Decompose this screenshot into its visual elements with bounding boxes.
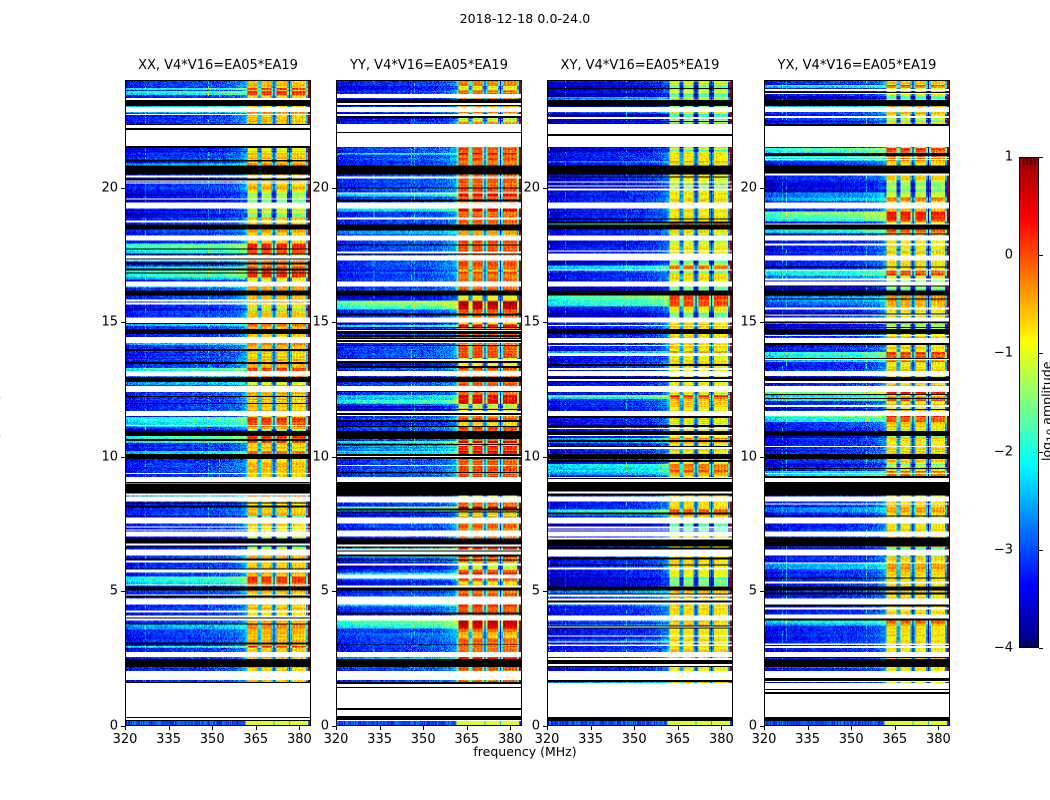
y-tick-label: 15 — [740, 315, 757, 330]
y-tick-label: 0 — [749, 719, 757, 734]
colorbar-tick-label: −4 — [994, 641, 1013, 656]
y-tick — [543, 726, 547, 727]
y-tick — [332, 188, 336, 189]
colorbar-tick — [1039, 648, 1043, 649]
x-tick — [467, 726, 468, 730]
colorbar-gradient — [1019, 157, 1039, 648]
y-tick — [332, 726, 336, 727]
x-tick — [212, 726, 213, 730]
panel-title-yy: YY, V4*V16=EA05*EA19 — [350, 58, 508, 73]
x-tick — [591, 726, 592, 730]
waterfall-image-yy — [337, 81, 521, 725]
x-tick — [808, 726, 809, 730]
y-tick — [121, 457, 125, 458]
y-tick-label: 15 — [312, 315, 329, 330]
y-tick — [760, 591, 764, 592]
y-tick-label: 0 — [110, 719, 118, 734]
axes-xy[interactable] — [547, 80, 733, 726]
x-tick — [169, 726, 170, 730]
colorbar-tick-label: −1 — [994, 346, 1013, 361]
panel-yy: YY, V4*V16=EA05*EA19 320 335 350 365 380 0 5 10… — [336, 80, 522, 726]
waterfall-image-xx — [126, 81, 310, 725]
y-tick — [760, 457, 764, 458]
y-tick-label: 20 — [101, 180, 118, 195]
y-tick-label: 10 — [101, 449, 118, 464]
x-tick — [299, 726, 300, 730]
x-tick — [256, 726, 257, 730]
y-tick-label: 5 — [749, 584, 757, 599]
x-tick — [423, 726, 424, 730]
y-tick — [332, 591, 336, 592]
x-tick — [678, 726, 679, 730]
y-tick-label: 0 — [532, 719, 540, 734]
figure-suptitle: 2018-12-18 0.0-24.0 — [0, 11, 1050, 26]
x-tick — [721, 726, 722, 730]
colorbar-tick-label: 0 — [1005, 248, 1013, 263]
panel-title-yx: YX, V4*V16=EA05*EA19 — [778, 58, 937, 73]
panel-title-xy: XY, V4*V16=EA05*EA19 — [561, 58, 720, 73]
colorbar[interactable]: −4 −3 −2 −1 0 1 — [1019, 157, 1039, 648]
y-tick — [332, 322, 336, 323]
y-tick-label: 10 — [312, 449, 329, 464]
y-tick — [543, 188, 547, 189]
colorbar-tick — [1039, 157, 1043, 158]
y-tick-label: 15 — [101, 315, 118, 330]
waterfall-image-yx — [765, 81, 949, 725]
x-tick — [125, 726, 126, 730]
x-tick — [634, 726, 635, 730]
y-tick — [121, 188, 125, 189]
y-tick — [760, 188, 764, 189]
figure-canvas: 2018-12-18 0.0-24.0 XX, V4*V16=EA05*EA19… — [0, 0, 1050, 800]
colorbar-tick — [1039, 550, 1043, 551]
y-tick — [121, 726, 125, 727]
colorbar-tick — [1039, 353, 1043, 354]
y-tick-label: 5 — [110, 584, 118, 599]
colorbar-tick-label: 1 — [1005, 150, 1013, 165]
y-tick-label: 20 — [740, 180, 757, 195]
panel-xy: XY, V4*V16=EA05*EA19 320 335 350 365 380 0 5 10… — [547, 80, 733, 726]
panel-title-xx: XX, V4*V16=EA05*EA19 — [138, 58, 298, 73]
x-tick — [938, 726, 939, 730]
y-tick — [543, 591, 547, 592]
y-tick-label: 0 — [321, 719, 329, 734]
y-tick — [332, 457, 336, 458]
x-tick — [547, 726, 548, 730]
x-tick — [851, 726, 852, 730]
colorbar-tick — [1039, 255, 1043, 256]
y-tick — [543, 322, 547, 323]
y-tick-label: 10 — [523, 449, 540, 464]
y-tick-label: 5 — [532, 584, 540, 599]
axes-xx[interactable] — [125, 80, 311, 726]
waterfall-image-xy — [548, 81, 732, 725]
colorbar-tick-label: −2 — [994, 444, 1013, 459]
y-tick-label: 20 — [312, 180, 329, 195]
x-tick — [895, 726, 896, 730]
x-tick — [380, 726, 381, 730]
panel-yx: YX, V4*V16=EA05*EA19 320 335 350 365 380 0 5 10… — [764, 80, 950, 726]
y-axis-label: UT (hours) — [0, 395, 2, 461]
axes-yx[interactable] — [764, 80, 950, 726]
y-tick — [121, 591, 125, 592]
colorbar-label: log10 amplitude — [1039, 362, 1050, 461]
x-axis-label: frequency (MHz) — [0, 744, 1050, 759]
x-tick — [510, 726, 511, 730]
y-tick — [760, 726, 764, 727]
y-tick — [121, 322, 125, 323]
x-tick — [336, 726, 337, 730]
y-tick-label: 20 — [523, 180, 540, 195]
y-tick — [543, 457, 547, 458]
x-tick — [764, 726, 765, 730]
colorbar-tick-label: −3 — [994, 542, 1013, 557]
y-tick-label: 5 — [321, 584, 329, 599]
axes-yy[interactable] — [336, 80, 522, 726]
panel-xx: XX, V4*V16=EA05*EA19 320 335 350 365 380 0 5 10… — [125, 80, 311, 726]
y-tick-label: 10 — [740, 449, 757, 464]
y-tick — [760, 322, 764, 323]
y-tick-label: 15 — [523, 315, 540, 330]
